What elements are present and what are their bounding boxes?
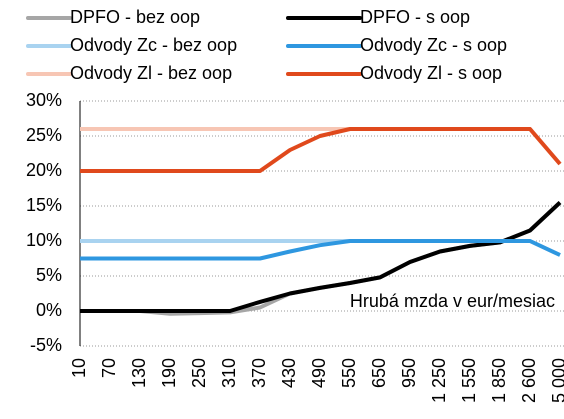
x-tick-label: 950 (399, 358, 419, 388)
legend-label: Odvody Zl - s oop (360, 63, 502, 83)
y-tick-label: 25% (26, 125, 62, 145)
x-tick-label: 1 850 (489, 358, 509, 403)
x-tick-label: 5 000 (549, 358, 564, 403)
x-tick-label: 1 550 (459, 358, 479, 403)
y-tick-label: 20% (26, 160, 62, 180)
annotation: Hrubá mzda v eur/mesiac (350, 291, 555, 311)
y-tick-label: 15% (26, 195, 62, 215)
x-tick-label: 370 (249, 358, 269, 388)
x-tick-label: 2 600 (519, 358, 539, 403)
series-line (80, 127, 562, 173)
x-tick-label: 650 (369, 358, 389, 388)
legend-label: Odvody Zc - bez oop (70, 35, 237, 55)
x-tick-label: 250 (189, 358, 209, 388)
legend-label: Odvody Zc - s oop (360, 35, 507, 55)
x-tick-label: 430 (279, 358, 299, 388)
x-tick-label: 70 (99, 358, 119, 378)
legend-label: DPFO - bez oop (70, 7, 200, 27)
y-tick-label: 0% (36, 300, 62, 320)
y-tick-label: 10% (26, 230, 62, 250)
x-tick-label: 1 250 (429, 358, 449, 403)
series-line (80, 239, 561, 261)
y-tick-label: 30% (26, 90, 62, 110)
x-tick-label: 190 (159, 358, 179, 388)
x-tick-label: 10 (69, 358, 89, 378)
x-tick-label: 310 (219, 358, 239, 388)
legend-label: DPFO - s oop (360, 7, 470, 27)
x-tick-label: 490 (309, 358, 329, 388)
x-tick-label: 130 (129, 358, 149, 388)
y-tick-label: 5% (36, 265, 62, 285)
legend-label: Odvody Zl - bez oop (70, 63, 232, 83)
y-tick-label: -5% (30, 335, 62, 355)
series-line (80, 201, 562, 313)
x-tick-label: 550 (339, 358, 359, 388)
